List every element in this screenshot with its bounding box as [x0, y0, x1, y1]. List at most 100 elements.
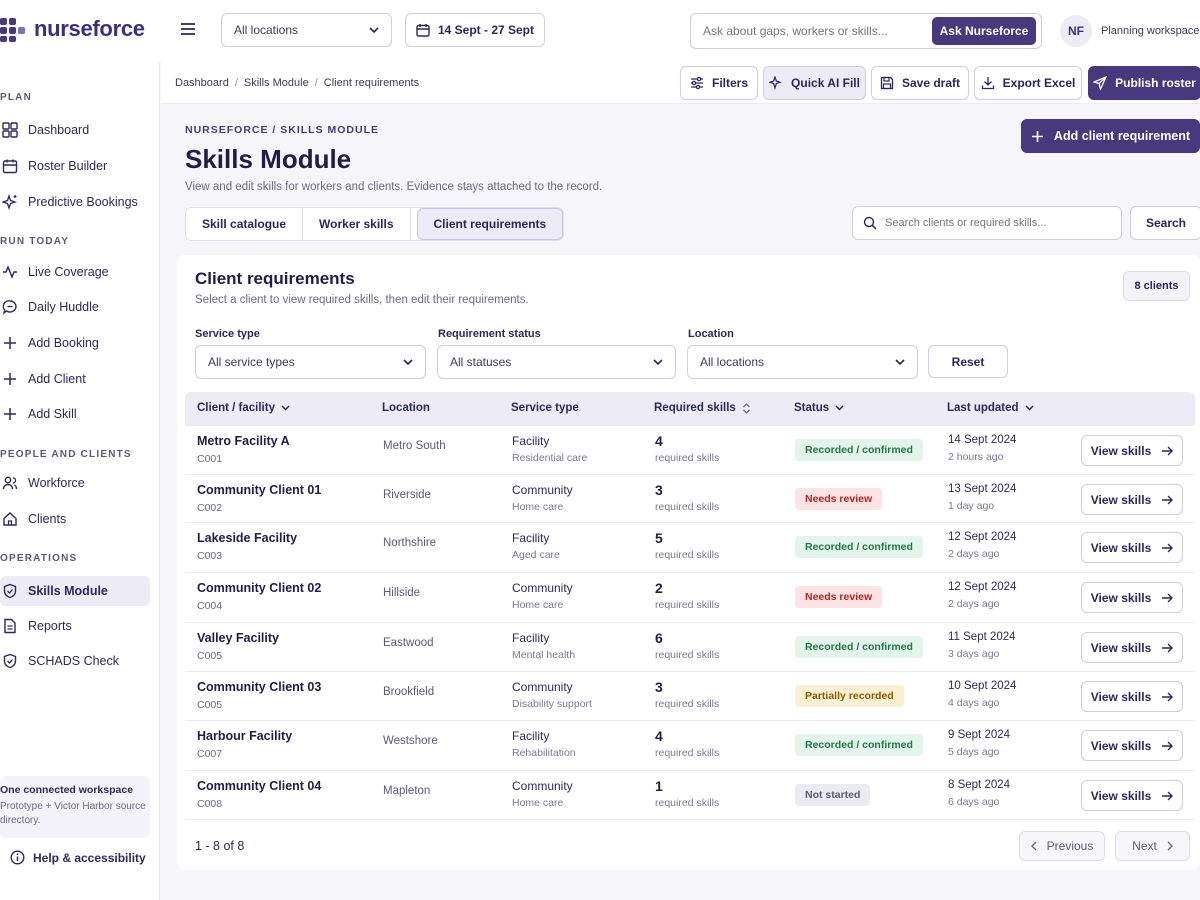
client-name[interactable]: Community Client 03 — [197, 680, 322, 694]
status-badge: Recorded / confirmed — [795, 734, 923, 756]
workspace-switcher[interactable]: Planning workspace — [1101, 25, 1200, 37]
sidebar-item-schads-check[interactable]: SCHADS Check — [0, 646, 150, 676]
view-skills-button[interactable]: View skills — [1081, 730, 1183, 761]
sidebar-item-label: SCHADS Check — [28, 654, 119, 668]
menu-icon[interactable] — [180, 22, 198, 38]
last-updated-date: 13 Sept 2024 — [948, 483, 1017, 495]
service-subtype: Home care — [512, 599, 564, 611]
column-last-updated[interactable]: Last updated — [947, 402, 1034, 414]
breadcrumb-item[interactable]: Dashboard — [175, 77, 229, 89]
export-excel-button[interactable]: Export Excel — [974, 66, 1082, 100]
column-required-skills[interactable]: Required skills — [654, 402, 751, 414]
table-row[interactable]: Valley Facility C005 Eastwood Facility Menta… — [185, 623, 1195, 672]
save-draft-button[interactable]: Save draft — [871, 66, 969, 100]
column-client[interactable]: Client / facility — [197, 402, 290, 414]
view-skills-button[interactable]: View skills — [1081, 435, 1183, 466]
service-subtype: Home care — [512, 797, 564, 809]
view-skills-button[interactable]: View skills — [1081, 582, 1183, 613]
last-updated-relative: 4 days ago — [948, 697, 1000, 709]
table-row[interactable]: Lakeside Facility C003 Northshire Facility A… — [185, 523, 1195, 573]
next-page-button[interactable]: Next — [1115, 831, 1190, 861]
column-status[interactable]: Status — [794, 402, 844, 414]
previous-page-button[interactable]: Previous — [1019, 831, 1105, 861]
client-name[interactable]: Metro Facility A — [197, 434, 290, 448]
table-row[interactable]: Metro Facility A C001 Metro South Facility R… — [185, 426, 1195, 475]
table-row[interactable]: Harbour Facility C007 Westshore Facility Reh… — [185, 721, 1195, 771]
add-client-requirement-button[interactable]: Add client requirement — [1021, 119, 1200, 153]
table-row[interactable]: Community Client 01 C002 Riverside Communit… — [185, 475, 1195, 523]
table-row[interactable]: Community Client 03 C005 Brookfield Communi… — [185, 672, 1195, 721]
ask-input[interactable] — [703, 24, 923, 38]
users-icon — [2, 475, 18, 491]
reset-button[interactable]: Reset — [928, 345, 1008, 378]
last-updated-relative: 2 hours ago — [948, 451, 1004, 463]
requirement-status-select[interactable]: All statuses — [437, 345, 676, 379]
client-name[interactable]: Community Client 01 — [197, 483, 322, 497]
client-location: Eastwood — [383, 637, 434, 649]
tab-worker-skills[interactable]: Worker skills — [303, 208, 411, 240]
tab-bar: Skill catalogue Worker skills Client req… — [185, 207, 565, 241]
sidebar-item-daily-huddle[interactable]: Daily Huddle — [0, 292, 150, 322]
quick-ai-fill-button[interactable]: Quick AI Fill — [763, 66, 866, 100]
calendar-icon — [416, 23, 430, 37]
required-skills-caption: required skills — [655, 797, 720, 809]
client-name[interactable]: Community Client 02 — [197, 581, 322, 595]
required-skills-count: 2 — [655, 580, 663, 596]
ask-nurseforce-button[interactable]: Ask Nurseforce — [932, 17, 1036, 45]
location-select[interactable]: All locations — [221, 13, 392, 47]
tab-skill-catalogue[interactable]: Skill catalogue — [186, 208, 304, 240]
logo[interactable]: nurseforce — [0, 16, 145, 42]
location-filter-select[interactable]: All locations — [687, 345, 918, 379]
required-skills-count: 5 — [655, 530, 663, 546]
publish-roster-button[interactable]: Publish roster — [1088, 66, 1200, 100]
help-link[interactable]: Help & accessibility — [10, 850, 146, 865]
search-input[interactable] — [885, 217, 1105, 229]
last-updated-date: 12 Sept 2024 — [948, 581, 1017, 593]
search-icon — [863, 216, 877, 230]
last-updated-date: 9 Sept 2024 — [948, 729, 1011, 741]
view-skills-button[interactable]: View skills — [1081, 632, 1183, 663]
client-code: C008 — [197, 798, 223, 810]
sidebar-item-reports[interactable]: Reports — [0, 611, 150, 641]
panel-subtitle: Select a client to view required skills,… — [195, 294, 529, 306]
help-label: Help & accessibility — [33, 850, 146, 865]
client-name[interactable]: Lakeside Facility — [197, 531, 298, 545]
view-skills-button[interactable]: View skills — [1081, 484, 1183, 515]
view-skills-button[interactable]: View skills — [1081, 780, 1183, 811]
column-status-label: Status — [794, 402, 830, 414]
sidebar-item-add-booking[interactable]: Add Booking — [0, 328, 150, 358]
arrow-right-icon — [1161, 543, 1174, 553]
sidebar-item-label: Clients — [28, 512, 67, 526]
client-location: Mapleton — [383, 785, 431, 797]
view-skills-button[interactable]: View skills — [1081, 532, 1183, 563]
client-location: Riverside — [383, 489, 431, 501]
sliders-icon — [690, 76, 704, 90]
breadcrumb-item[interactable]: Skills Module — [243, 77, 309, 89]
search-button[interactable]: Search — [1130, 206, 1200, 240]
sidebar-item-roster-builder[interactable]: Roster Builder — [0, 151, 150, 181]
avatar[interactable]: NF — [1060, 15, 1092, 47]
sidebar-item-add-client[interactable]: Add Client — [0, 364, 150, 394]
sidebar-item-predictive-bookings[interactable]: Predictive Bookings — [0, 187, 150, 217]
view-skills-button[interactable]: View skills — [1081, 681, 1183, 712]
required-skills-caption: required skills — [655, 599, 720, 611]
client-name[interactable]: Community Client 04 — [197, 779, 322, 793]
sidebar-item-live-coverage[interactable]: Live Coverage — [0, 257, 150, 287]
sidebar-item-clients[interactable]: Clients — [0, 504, 150, 534]
sidebar-item-workforce[interactable]: Workforce — [0, 468, 150, 498]
date-range-button[interactable]: 14 Sept - 27 Sept — [405, 13, 545, 47]
service-subtype: Mental health — [512, 649, 576, 661]
sidebar-item-skills-module[interactable]: Skills Module — [0, 576, 150, 606]
client-name[interactable]: Valley Facility — [197, 631, 279, 645]
client-name[interactable]: Harbour Facility — [197, 729, 293, 743]
sidebar-item-dashboard[interactable]: Dashboard — [0, 115, 150, 145]
table-row[interactable]: Community Client 04 C008 Mapleton Community… — [185, 771, 1195, 820]
page-title: Skills Module — [185, 144, 352, 174]
page-subtitle: View and edit skills for workers and cli… — [185, 181, 603, 193]
service-type-select[interactable]: All service types — [195, 345, 426, 379]
filters-button[interactable]: Filters — [680, 66, 758, 100]
chevron-down-icon — [403, 359, 413, 365]
sidebar-item-add-skill[interactable]: Add Skill — [0, 399, 150, 429]
tab-client-requirements[interactable]: Client requirements — [416, 208, 564, 240]
table-row[interactable]: Community Client 02 C004 Hillside Community… — [185, 573, 1195, 623]
